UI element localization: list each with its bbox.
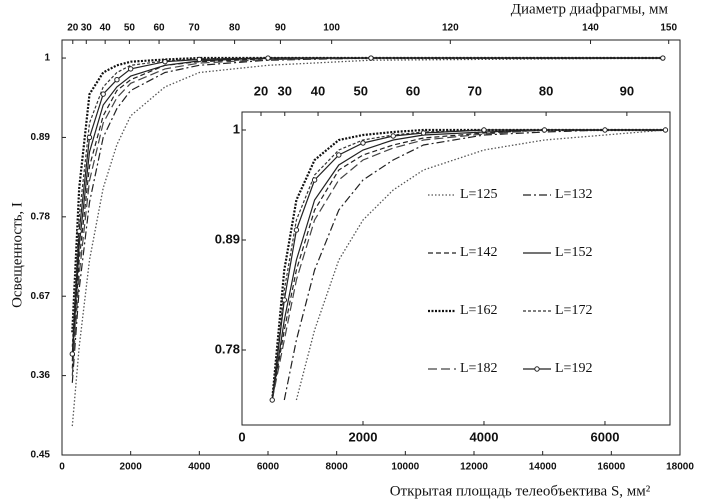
top-tick-label: 30 xyxy=(81,23,93,34)
top-tick-label: 80 xyxy=(229,23,241,34)
top-tick-label: 50 xyxy=(124,23,136,34)
series-marker xyxy=(420,130,427,136)
series-marker xyxy=(660,55,666,61)
series-line xyxy=(295,129,666,401)
series-marker xyxy=(281,297,288,303)
plot-frame xyxy=(241,111,671,426)
x-tick-label: 14000 xyxy=(529,462,557,473)
series-marker xyxy=(114,76,120,83)
top-tick-label: 150 xyxy=(660,23,677,34)
x-axis-title: Открытая площадь телеобъектива S, мм² xyxy=(390,483,651,499)
x-tick-label: 12000 xyxy=(460,462,488,473)
series-marker xyxy=(69,351,76,357)
series-marker xyxy=(269,397,275,403)
x-tick-label: 8000 xyxy=(326,462,349,473)
y-tick-label: 0.89 xyxy=(31,132,51,143)
series-marker xyxy=(390,133,396,139)
series-marker xyxy=(360,140,366,146)
x-tick-label: 10000 xyxy=(391,462,419,473)
series-marker xyxy=(662,127,669,133)
inset-background xyxy=(192,80,677,450)
series-line xyxy=(71,57,663,427)
top-tick-label: 30 xyxy=(278,83,292,98)
series-marker xyxy=(162,58,168,65)
y-tick-label: 1 xyxy=(44,53,50,64)
x-tick-label: 4000 xyxy=(188,462,211,473)
top-tick-label: 120 xyxy=(442,23,459,34)
y-tick-label: 0.78 xyxy=(31,211,51,222)
series-marker xyxy=(368,55,374,61)
top-tick-label: 40 xyxy=(100,23,112,34)
top-tick-label: 80 xyxy=(539,83,553,98)
legend-label: L=172 xyxy=(555,303,592,318)
top-tick-label: 50 xyxy=(354,83,368,98)
top-tick-label: 40 xyxy=(311,83,325,98)
x-tick-label: 0 xyxy=(238,429,245,444)
legend-label: L=162 xyxy=(460,303,497,318)
top-axis-title: Диаметр диафрагмы, мм xyxy=(511,1,669,17)
x-tick-label: 16000 xyxy=(597,462,625,473)
series-marker xyxy=(602,127,608,133)
top-tick-label: 60 xyxy=(406,83,420,98)
series-marker xyxy=(265,55,271,61)
top-tick-label: 90 xyxy=(620,83,634,98)
x-tick-label: 0 xyxy=(59,462,65,473)
legend-label: L=182 xyxy=(460,361,497,376)
plot-frame xyxy=(61,39,681,456)
series-marker xyxy=(293,227,300,233)
top-tick-label: 100 xyxy=(323,23,340,34)
series-marker xyxy=(541,127,548,133)
top-tick-label: 140 xyxy=(582,23,599,34)
y-axis-title: Освещенность, I xyxy=(9,202,25,308)
y-tick-label: 0.36 xyxy=(31,370,51,381)
series-line xyxy=(271,129,666,401)
legend-label: L=132 xyxy=(555,187,592,202)
y-tick-label: 0.45 xyxy=(31,450,51,461)
y-tick-label: 0.78 xyxy=(215,341,240,356)
series-line xyxy=(283,129,666,401)
x-tick-label: 2000 xyxy=(120,462,143,473)
legend-marker xyxy=(534,366,540,372)
legend-label: L=125 xyxy=(460,187,497,202)
top-tick-label: 20 xyxy=(254,83,268,98)
top-tick-label: 70 xyxy=(468,83,482,98)
top-tick-label: 20 xyxy=(67,23,79,34)
x-tick-label: 6000 xyxy=(591,429,620,444)
legend-label: L=152 xyxy=(555,245,592,260)
series-marker xyxy=(76,228,82,234)
series-marker xyxy=(86,134,93,141)
series-marker xyxy=(311,177,318,183)
series-line xyxy=(71,57,663,376)
legend-label: L=142 xyxy=(460,245,497,260)
series-line xyxy=(271,128,666,401)
series-line xyxy=(271,129,666,401)
series-marker xyxy=(336,152,342,158)
top-tick-label: 90 xyxy=(275,23,287,34)
series-marker xyxy=(127,66,134,72)
series-marker xyxy=(481,127,487,133)
series-marker xyxy=(100,91,106,97)
x-tick-label: 4000 xyxy=(470,429,499,444)
top-tick-label: 70 xyxy=(189,23,201,34)
x-tick-label: 6000 xyxy=(257,462,280,473)
x-tick-label: 2000 xyxy=(349,429,378,444)
legend-label: L=192 xyxy=(555,361,592,376)
x-tick-label: 18000 xyxy=(666,462,694,473)
series-marker xyxy=(196,56,203,63)
y-tick-label: 0.67 xyxy=(31,291,51,302)
y-tick-label: 0.89 xyxy=(215,231,240,246)
y-tick-label: 1 xyxy=(233,121,240,136)
top-tick-label: 60 xyxy=(153,23,165,34)
